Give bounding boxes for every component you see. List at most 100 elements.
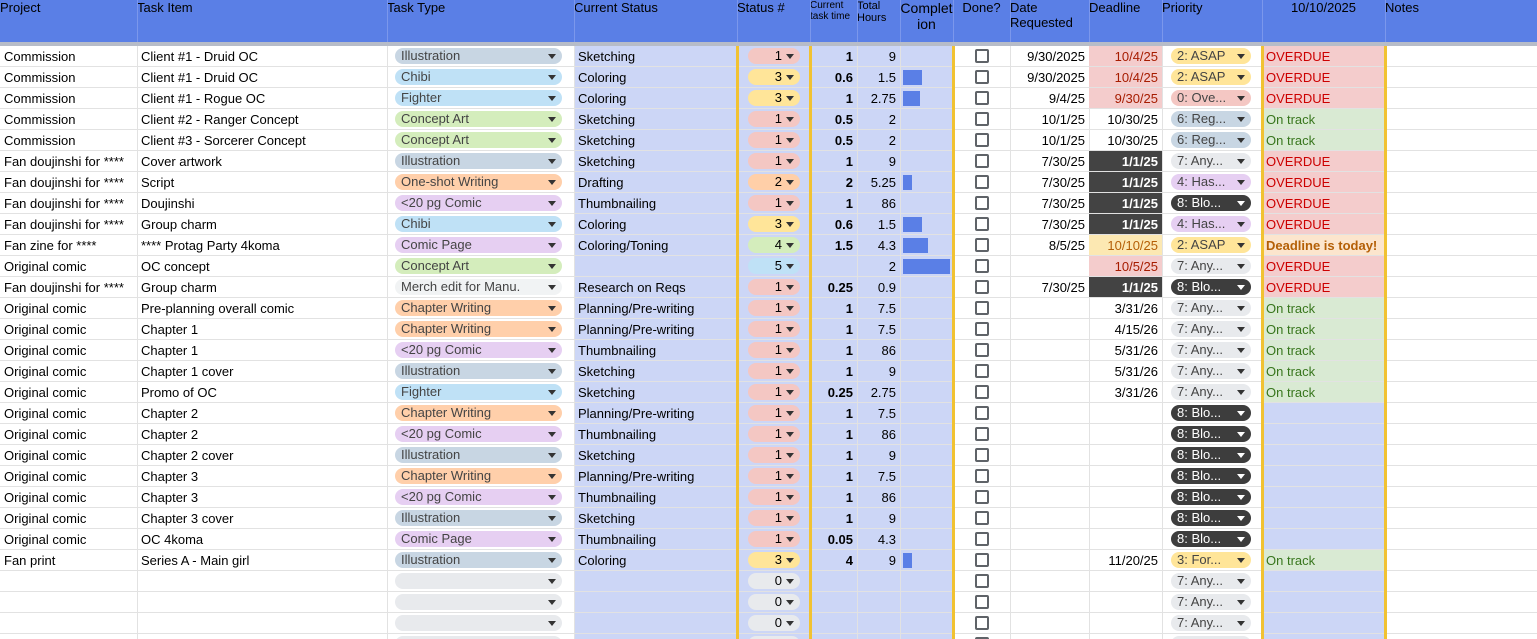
done-checkbox[interactable] [975, 448, 989, 462]
status-dropdown[interactable]: 1 [748, 468, 800, 484]
type-dropdown[interactable] [395, 594, 562, 610]
priority-dropdown[interactable]: 2: ASAP [1171, 69, 1251, 85]
status-dropdown[interactable]: 1 [748, 405, 800, 421]
type-dropdown[interactable]: Illustration [395, 48, 562, 64]
status-dropdown[interactable]: 5 [748, 258, 800, 274]
type-dropdown[interactable]: Merch edit for Manu. [395, 279, 562, 295]
type-dropdown[interactable]: Concept Art [395, 111, 562, 127]
done-checkbox[interactable] [975, 301, 989, 315]
status-dropdown[interactable]: 0 [748, 594, 800, 610]
type-dropdown[interactable]: Illustration [395, 552, 562, 568]
done-checkbox[interactable] [975, 322, 989, 336]
status-dropdown[interactable]: 1 [748, 153, 800, 169]
type-dropdown[interactable] [395, 636, 562, 639]
type-dropdown[interactable]: Chapter Writing [395, 300, 562, 316]
done-checkbox[interactable] [975, 511, 989, 525]
done-checkbox[interactable] [975, 175, 989, 189]
priority-dropdown[interactable]: 8: Blo... [1171, 405, 1251, 421]
done-checkbox[interactable] [975, 532, 989, 546]
type-dropdown[interactable]: One-shot Writing [395, 174, 562, 190]
priority-dropdown[interactable]: 8: Blo... [1171, 489, 1251, 505]
priority-dropdown[interactable]: 7: Any... [1171, 321, 1251, 337]
done-checkbox[interactable] [975, 196, 989, 210]
priority-dropdown[interactable]: 7: Any... [1171, 573, 1251, 589]
type-dropdown[interactable]: <20 pg Comic [395, 342, 562, 358]
done-checkbox[interactable] [975, 364, 989, 378]
priority-dropdown[interactable]: 7: Any... [1171, 153, 1251, 169]
priority-dropdown[interactable]: 7: Any... [1171, 342, 1251, 358]
status-dropdown[interactable]: 1 [748, 195, 800, 211]
status-dropdown[interactable]: 1 [748, 384, 800, 400]
status-dropdown[interactable]: 2 [748, 174, 800, 190]
priority-dropdown[interactable]: 8: Blo... [1171, 510, 1251, 526]
status-dropdown[interactable]: 0 [748, 573, 800, 589]
done-checkbox[interactable] [975, 154, 989, 168]
type-dropdown[interactable]: Fighter [395, 384, 562, 400]
done-checkbox[interactable] [975, 280, 989, 294]
done-checkbox[interactable] [975, 343, 989, 357]
priority-dropdown[interactable]: 7: Any... [1171, 258, 1251, 274]
done-checkbox[interactable] [975, 259, 989, 273]
priority-dropdown[interactable]: 6: Reg... [1171, 111, 1251, 127]
status-dropdown[interactable]: 1 [748, 510, 800, 526]
type-dropdown[interactable]: Chapter Writing [395, 321, 562, 337]
done-checkbox[interactable] [975, 616, 989, 630]
status-dropdown[interactable]: 0 [748, 636, 800, 639]
priority-dropdown[interactable]: 7: Any... [1171, 384, 1251, 400]
status-dropdown[interactable]: 3 [748, 552, 800, 568]
done-checkbox[interactable] [975, 70, 989, 84]
type-dropdown[interactable]: Illustration [395, 510, 562, 526]
priority-dropdown[interactable]: 6: Reg... [1171, 132, 1251, 148]
status-dropdown[interactable]: 1 [748, 300, 800, 316]
type-dropdown[interactable]: Concept Art [395, 258, 562, 274]
done-checkbox[interactable] [975, 49, 989, 63]
priority-dropdown[interactable]: 2: ASAP [1171, 48, 1251, 64]
type-dropdown[interactable]: Chibi [395, 69, 562, 85]
status-dropdown[interactable]: 1 [748, 531, 800, 547]
priority-dropdown[interactable]: 8: Blo... [1171, 447, 1251, 463]
done-checkbox[interactable] [975, 574, 989, 588]
priority-dropdown[interactable]: 8: Blo... [1171, 426, 1251, 442]
type-dropdown[interactable]: Chapter Writing [395, 468, 562, 484]
status-dropdown[interactable]: 3 [748, 90, 800, 106]
priority-dropdown[interactable]: 4: Has... [1171, 174, 1251, 190]
type-dropdown[interactable]: <20 pg Comic [395, 426, 562, 442]
priority-dropdown[interactable]: 0: Ove... [1171, 90, 1251, 106]
done-checkbox[interactable] [975, 406, 989, 420]
done-checkbox[interactable] [975, 217, 989, 231]
done-checkbox[interactable] [975, 637, 989, 639]
priority-dropdown[interactable]: 3: For... [1171, 552, 1251, 568]
done-checkbox[interactable] [975, 427, 989, 441]
type-dropdown[interactable]: <20 pg Comic [395, 195, 562, 211]
status-dropdown[interactable]: 1 [748, 48, 800, 64]
status-dropdown[interactable]: 1 [748, 489, 800, 505]
status-dropdown[interactable]: 4 [748, 237, 800, 253]
priority-dropdown[interactable]: 8: Blo... [1171, 531, 1251, 547]
type-dropdown[interactable]: Fighter [395, 90, 562, 106]
status-dropdown[interactable]: 1 [748, 132, 800, 148]
priority-dropdown[interactable]: 7: Any... [1171, 363, 1251, 379]
priority-dropdown[interactable]: 8: Blo... [1171, 468, 1251, 484]
done-checkbox[interactable] [975, 469, 989, 483]
status-dropdown[interactable]: 1 [748, 342, 800, 358]
type-dropdown[interactable] [395, 615, 562, 631]
type-dropdown[interactable]: Comic Page [395, 531, 562, 547]
type-dropdown[interactable]: Chibi [395, 216, 562, 232]
status-dropdown[interactable]: 1 [748, 111, 800, 127]
type-dropdown[interactable]: Chapter Writing [395, 405, 562, 421]
done-checkbox[interactable] [975, 133, 989, 147]
done-checkbox[interactable] [975, 490, 989, 504]
status-dropdown[interactable]: 0 [748, 615, 800, 631]
done-checkbox[interactable] [975, 91, 989, 105]
type-dropdown[interactable]: Illustration [395, 363, 562, 379]
type-dropdown[interactable]: Concept Art [395, 132, 562, 148]
priority-dropdown[interactable]: 4: Has... [1171, 216, 1251, 232]
priority-dropdown[interactable]: 7: Any... [1171, 636, 1251, 639]
priority-dropdown[interactable]: 7: Any... [1171, 615, 1251, 631]
priority-dropdown[interactable]: 7: Any... [1171, 300, 1251, 316]
status-dropdown[interactable]: 1 [748, 426, 800, 442]
done-checkbox[interactable] [975, 385, 989, 399]
priority-dropdown[interactable]: 2: ASAP [1171, 237, 1251, 253]
done-checkbox[interactable] [975, 595, 989, 609]
type-dropdown[interactable]: Illustration [395, 153, 562, 169]
